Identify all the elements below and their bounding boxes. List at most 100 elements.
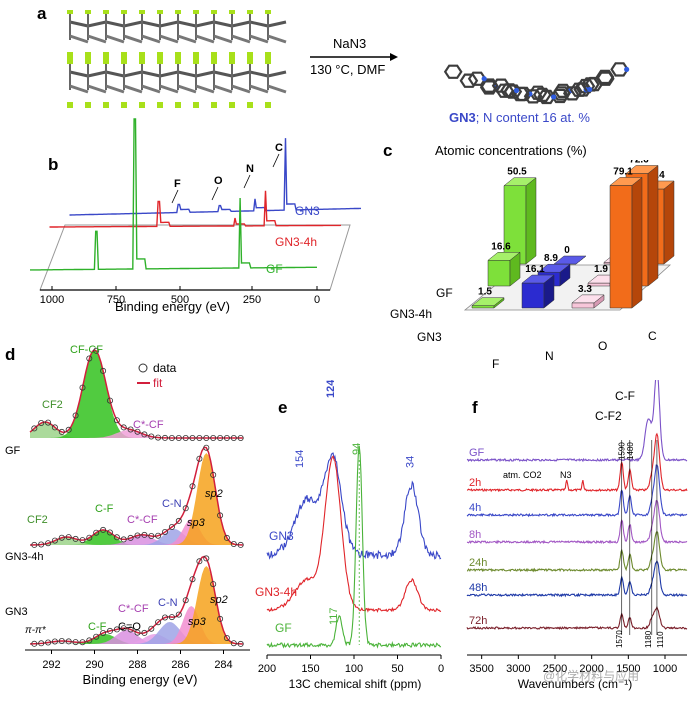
fluorine-atom <box>211 58 217 64</box>
c1s-data-point <box>134 532 141 539</box>
c1s-data-point <box>161 528 168 535</box>
bar-value-label: 72.6 <box>629 160 649 165</box>
c1s-data-point <box>86 355 93 362</box>
panel-b-xlabel: Binding energy (eV) <box>115 299 230 314</box>
c1s-component <box>30 453 245 545</box>
fluorine-atom <box>193 10 199 14</box>
cf-bond <box>159 70 179 78</box>
panel-f-ftir: GF 2h 4h 8h 24h 48h 72h 3500 3000 2500 2000 1500 100… <box>466 380 688 691</box>
c1s-data-point <box>72 535 79 542</box>
c1s-data-point <box>120 424 127 431</box>
c1s-peak-label: π-π* <box>25 625 47 636</box>
c1s-data-point <box>51 638 58 645</box>
c1s-component <box>30 537 245 545</box>
c1s-data-point <box>196 558 203 565</box>
nmr-sample-label: GF <box>275 621 292 635</box>
hex-ring <box>610 62 629 77</box>
c1s-data-point <box>175 435 182 442</box>
c1s-data-point <box>210 435 217 442</box>
c1s-data-point <box>127 426 134 433</box>
conditions: 130 °C, DMF <box>310 62 386 77</box>
nmr-tick-label: 100 <box>345 663 363 675</box>
cf-bond <box>159 20 179 28</box>
c1s-data-point <box>113 534 120 541</box>
c1s-data-point <box>230 435 237 442</box>
c1s-component <box>30 634 245 644</box>
panel-c-bar3d: 50.501.148.416.68.91.972.61.516.13.379.1… <box>390 160 675 370</box>
fluorine-atom <box>157 58 163 64</box>
c1s-data-point <box>223 435 230 442</box>
bar-element-label: C <box>648 329 657 343</box>
fluorine-atom <box>175 10 181 14</box>
nmr-peak-label: 117 <box>328 607 340 625</box>
panel-a-scheme <box>67 10 630 108</box>
c1s-data-point <box>175 517 182 524</box>
c1s-data-point <box>120 625 127 632</box>
hex-ring <box>500 83 519 98</box>
fluorine-atom <box>265 102 271 108</box>
c1s-data-point <box>120 536 127 543</box>
c1s-data-point <box>217 615 224 622</box>
fluorine-atom <box>175 58 181 64</box>
panel-d-xps-c1s: 292 290 288 286 284 Binding energy (eV) datafi… <box>5 344 250 687</box>
cc-bond <box>141 34 161 44</box>
survey-trace-GN3-4h <box>49 190 342 228</box>
bar-value-label: 8.9 <box>544 253 558 264</box>
panel-d-label: d <box>5 345 16 364</box>
c1s-data-point <box>134 629 141 636</box>
c1s-data-point <box>65 638 72 645</box>
c1s-peak-label: CF-CF <box>70 344 103 356</box>
c1s-data-point <box>161 434 168 441</box>
c1s-peak-label: C-N <box>158 597 178 609</box>
survey-series-label: GN3-4h <box>275 235 317 249</box>
c1s-data-point <box>45 419 52 426</box>
c1s-peak-label: sp3 <box>187 517 206 529</box>
ftir-tick-label: 2000 <box>579 663 603 675</box>
cc-bond <box>195 34 215 44</box>
fluorine-atom <box>85 58 91 64</box>
c1s-data-point <box>203 444 210 451</box>
watermark: @化学材料与应用 <box>543 668 639 683</box>
fluorine-atom <box>229 58 235 64</box>
c1s-component <box>30 630 245 644</box>
cc-bond <box>105 34 125 44</box>
panel-e-nmr: 200 150 100 50 0 13C chemical shift (ppm) GN3 G… <box>255 380 444 691</box>
bar-top <box>625 165 659 174</box>
survey-peak-leader <box>243 174 251 189</box>
fluorine-atom <box>103 102 109 108</box>
survey-series-label: GF <box>266 262 283 276</box>
c1s-data-point <box>45 540 52 547</box>
c1s-peak-label: sp2 <box>205 488 223 500</box>
nmr-trace-GN3 <box>266 452 442 560</box>
c1s-data-point <box>203 555 210 562</box>
c1s-data-point <box>196 435 203 442</box>
fluorine-atom <box>229 52 235 58</box>
c1s-peak-label: sp2 <box>210 594 228 606</box>
c1s-data-point <box>168 435 175 442</box>
ftir-sample-label: GF <box>469 447 485 459</box>
nitrogen-atom <box>513 87 520 94</box>
c1s-data-point <box>58 534 65 541</box>
c1s-peak-label: C-F <box>88 621 107 633</box>
nitrogen-atom <box>587 86 593 93</box>
c1s-tick-label: 288 <box>128 659 146 671</box>
fluorine-atom <box>157 102 163 108</box>
bar-top <box>471 297 505 306</box>
c1s-sample-label: GF <box>5 445 21 457</box>
c1s-data-point <box>168 614 175 621</box>
ftir-tick-label: 1500 <box>616 663 640 675</box>
cf-bond <box>249 20 269 28</box>
bar-side <box>631 176 643 309</box>
nitrogen-atom <box>624 66 630 73</box>
c1s-fit-GF <box>29 348 243 439</box>
c1s-data-point <box>93 633 100 640</box>
ftir-trace <box>467 530 688 573</box>
fluorine-atom <box>193 102 199 108</box>
ftir-trace <box>466 499 688 545</box>
cc-bond <box>177 34 197 44</box>
c1s-component <box>30 535 245 545</box>
fluorine-atom <box>157 10 163 14</box>
c1s-data-point <box>182 435 189 442</box>
bar-front <box>609 185 633 309</box>
cc-bond <box>105 84 125 94</box>
